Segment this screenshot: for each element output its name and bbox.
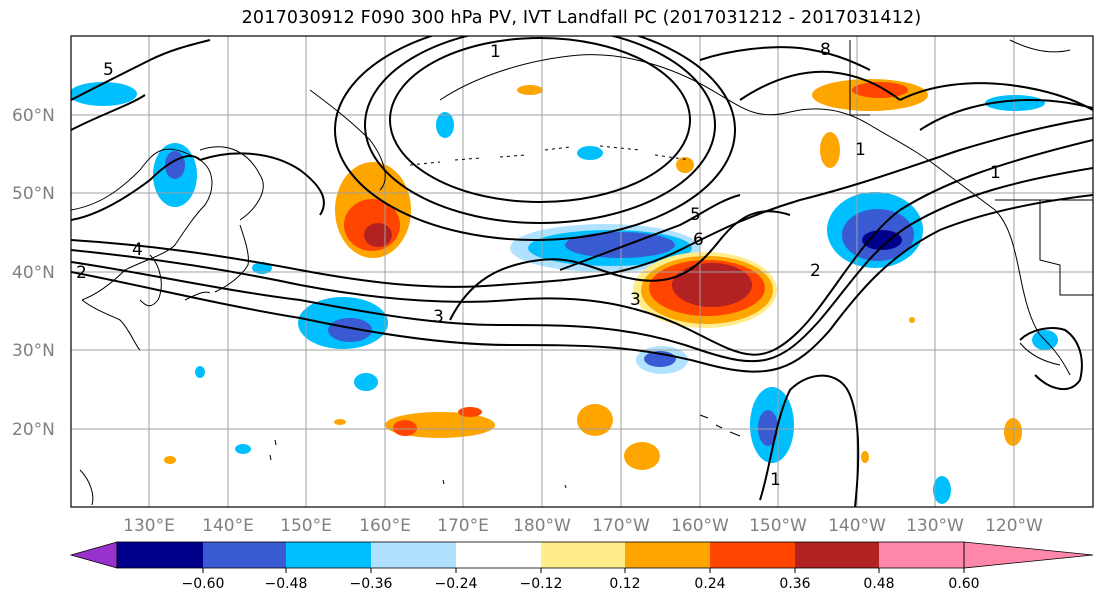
pv-contours — [71, 36, 1093, 507]
lon-label: 180°W — [513, 516, 571, 536]
contour-label: 1 — [855, 140, 866, 160]
colorbar-tick-label: 0.36 — [779, 576, 810, 592]
colorbar-segment — [541, 542, 625, 568]
lon-label: 170°E — [437, 516, 489, 536]
map-border — [70, 35, 1094, 508]
colorbar-tick-label: 0.60 — [948, 576, 979, 592]
colorbar-segment — [710, 542, 795, 568]
colorbar-segment — [879, 542, 964, 568]
map-gridlines — [71, 36, 1093, 507]
colorbar-tick-label: −0.24 — [435, 576, 478, 592]
lon-label: 130°E — [123, 516, 175, 536]
longitude-labels: 130°E 140°E 150°E 160°E 170°E 180°W 170°… — [123, 516, 1043, 536]
colorbar: −0.60 −0.48 −0.36 −0.24 −0.12 0.12 0.24 … — [69, 541, 1094, 592]
lon-label: 140°W — [828, 516, 886, 536]
lat-label: 20°N — [12, 420, 55, 440]
contour-label: 2 — [76, 263, 87, 283]
colorbar-tick-label: −0.36 — [350, 576, 393, 592]
contour-labels: 1 2 3 4 5 6 8 1 5 3 1 2 1 — [76, 40, 1001, 490]
contour-label: 1 — [770, 470, 781, 490]
colorbar-tick-label: 0.48 — [863, 576, 894, 592]
colorbar-tick-label: 0.12 — [609, 576, 640, 592]
colorbar-segment — [286, 542, 371, 568]
lon-label: 120°W — [985, 516, 1043, 536]
lon-label: 130°W — [906, 516, 964, 536]
contour-label: 3 — [630, 290, 641, 310]
colorbar-segment — [456, 542, 541, 568]
colorbar-extend-min — [69, 541, 118, 569]
colorbar-segment — [795, 542, 879, 568]
lat-label: 50°N — [12, 184, 55, 204]
lon-label: 150°W — [749, 516, 807, 536]
colorbar-tick-label: 0.24 — [694, 576, 725, 592]
colorbar-tick-label: −0.60 — [182, 576, 225, 592]
lat-label: 60°N — [12, 106, 55, 126]
colorbar-segment — [203, 542, 286, 568]
contour-label: 2 — [810, 261, 821, 281]
colorbar-extend-max — [963, 541, 1094, 569]
lon-label: 170°W — [592, 516, 650, 536]
colorbar-segment — [371, 542, 456, 568]
map-title: 2017030912 F090 300 hPa PV, IVT Landfall… — [241, 8, 922, 28]
colorbar-segment — [117, 542, 203, 568]
contour-label: 1 — [990, 163, 1001, 183]
contour-label: 5 — [690, 205, 701, 225]
lon-label: 160°W — [671, 516, 729, 536]
contour-label: 6 — [693, 230, 704, 250]
positive-anomaly-shading — [164, 79, 1022, 470]
lat-label: 30°N — [12, 341, 55, 361]
lon-label: 140°E — [202, 516, 254, 536]
colorbar-segment — [625, 542, 710, 568]
colorbar-tick-label: −0.12 — [520, 576, 563, 592]
latitude-labels: 60°N 50°N 40°N 30°N 20°N — [12, 106, 55, 440]
lon-label: 160°E — [359, 516, 411, 536]
lat-label: 40°N — [12, 263, 55, 283]
contour-label: 3 — [433, 307, 444, 327]
contour-label: 4 — [132, 240, 143, 260]
contour-label: 1 — [490, 42, 501, 62]
colorbar-tick-label: −0.48 — [265, 576, 308, 592]
contour-label: 8 — [820, 40, 831, 60]
lon-label: 150°E — [280, 516, 332, 536]
contour-label: 5 — [103, 60, 114, 80]
